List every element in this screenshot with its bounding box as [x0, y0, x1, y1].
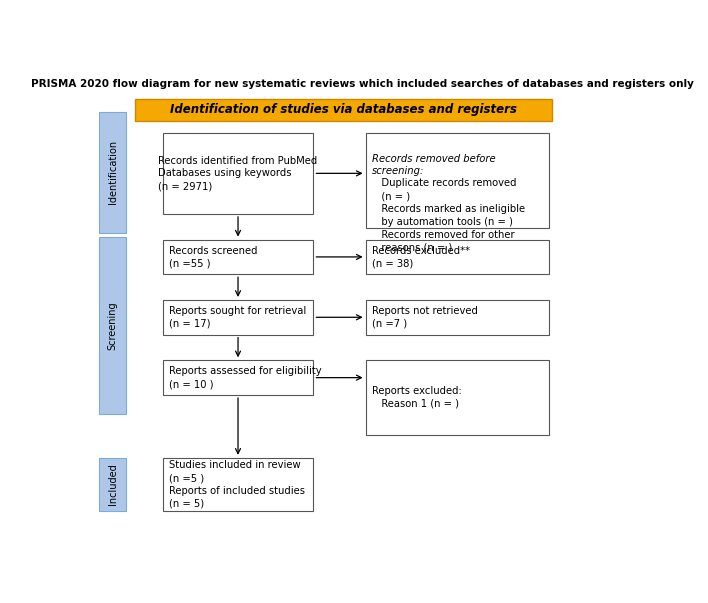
FancyBboxPatch shape: [99, 112, 126, 233]
Text: Records excluded**
(n = 38): Records excluded** (n = 38): [372, 245, 470, 268]
FancyBboxPatch shape: [365, 239, 549, 274]
FancyBboxPatch shape: [163, 133, 314, 214]
Text: Screening: Screening: [108, 301, 118, 350]
Text: Reports excluded:
   Reason 1 (n = ): Reports excluded: Reason 1 (n = ): [372, 386, 462, 409]
FancyBboxPatch shape: [365, 360, 549, 435]
Text: Records removed before
screening:: Records removed before screening:: [372, 154, 496, 177]
Text: Identification: Identification: [108, 140, 118, 204]
FancyBboxPatch shape: [99, 458, 126, 511]
Text: Reports sought for retrieval
(n = 17): Reports sought for retrieval (n = 17): [169, 306, 307, 329]
Text: Duplicate records removed
   (n = )
   Records marked as ineligible
   by automa: Duplicate records removed (n = ) Records…: [372, 178, 525, 253]
Text: Included: Included: [108, 464, 118, 505]
Text: Records identified from PubMed
Databases using keywords
(n = 2971): Records identified from PubMed Databases…: [159, 156, 318, 191]
FancyBboxPatch shape: [163, 239, 314, 274]
Text: Reports not retrieved
(n =7 ): Reports not retrieved (n =7 ): [372, 306, 478, 329]
FancyBboxPatch shape: [365, 300, 549, 335]
FancyBboxPatch shape: [163, 300, 314, 335]
Text: Records screened
(n =55 ): Records screened (n =55 ): [169, 245, 258, 268]
FancyBboxPatch shape: [99, 237, 126, 414]
FancyBboxPatch shape: [163, 360, 314, 395]
FancyBboxPatch shape: [365, 133, 549, 228]
FancyBboxPatch shape: [135, 99, 552, 121]
Text: Reports assessed for eligibility
(n = 10 ): Reports assessed for eligibility (n = 10…: [169, 366, 321, 389]
FancyBboxPatch shape: [163, 458, 314, 511]
Text: PRISMA 2020 flow diagram for new systematic reviews which included searches of d: PRISMA 2020 flow diagram for new systema…: [31, 80, 695, 89]
Text: Studies included in review
(n =5 )
Reports of included studies
(n = 5): Studies included in review (n =5 ) Repor…: [169, 460, 305, 509]
Text: Identification of studies via databases and registers: Identification of studies via databases …: [170, 104, 517, 116]
